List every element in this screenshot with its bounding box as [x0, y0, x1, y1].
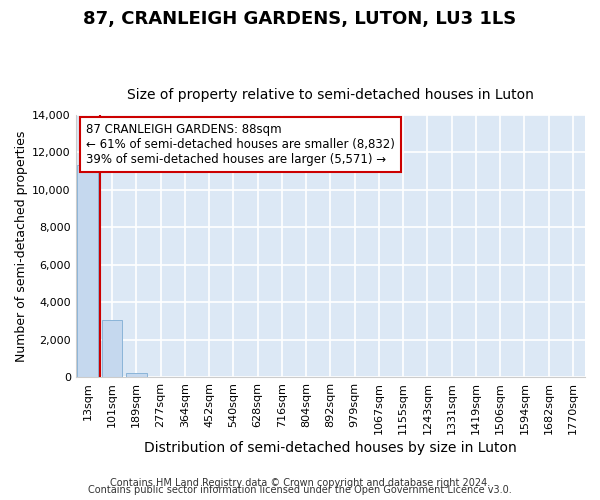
Bar	[77, 164, 98, 377]
Text: 87 CRANLEIGH GARDENS: 88sqm
← 61% of semi-detached houses are smaller (8,832)
39: 87 CRANLEIGH GARDENS: 88sqm ← 61% of sem…	[86, 123, 395, 166]
Title: Size of property relative to semi-detached houses in Luton: Size of property relative to semi-detach…	[127, 88, 534, 102]
Bar	[102, 320, 122, 377]
Bar	[126, 374, 146, 377]
X-axis label: Distribution of semi-detached houses by size in Luton: Distribution of semi-detached houses by …	[144, 441, 517, 455]
Text: Contains public sector information licensed under the Open Government Licence v3: Contains public sector information licen…	[88, 485, 512, 495]
Text: Contains HM Land Registry data © Crown copyright and database right 2024.: Contains HM Land Registry data © Crown c…	[110, 478, 490, 488]
Y-axis label: Number of semi-detached properties: Number of semi-detached properties	[15, 130, 28, 362]
Text: 87, CRANLEIGH GARDENS, LUTON, LU3 1LS: 87, CRANLEIGH GARDENS, LUTON, LU3 1LS	[83, 10, 517, 28]
